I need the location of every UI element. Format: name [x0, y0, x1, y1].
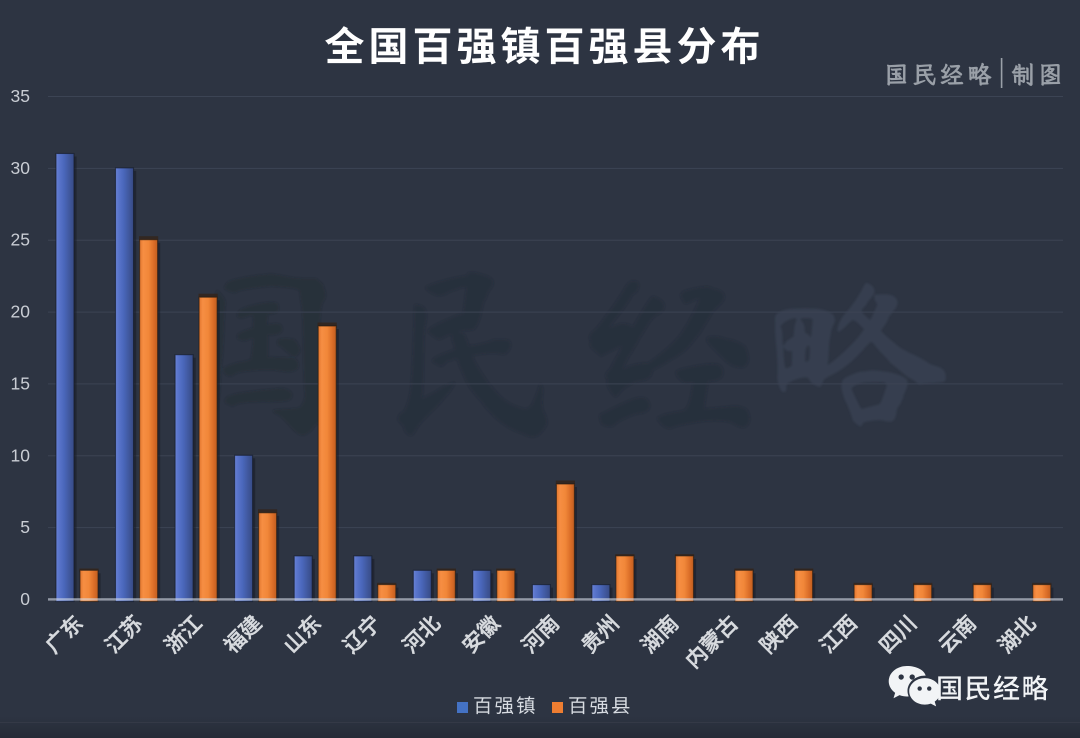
- svg-text:35: 35: [11, 86, 30, 106]
- svg-text:30: 30: [11, 158, 31, 178]
- svg-text:15: 15: [11, 373, 30, 393]
- svg-text:5: 5: [20, 517, 30, 537]
- svg-text:10: 10: [11, 445, 31, 465]
- svg-text:20: 20: [11, 302, 31, 322]
- svg-text:25: 25: [11, 230, 30, 250]
- svg-text:0: 0: [20, 589, 30, 609]
